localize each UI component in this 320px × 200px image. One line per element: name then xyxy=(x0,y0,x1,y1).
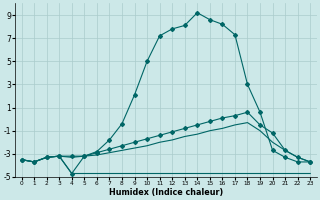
X-axis label: Humidex (Indice chaleur): Humidex (Indice chaleur) xyxy=(109,188,223,197)
